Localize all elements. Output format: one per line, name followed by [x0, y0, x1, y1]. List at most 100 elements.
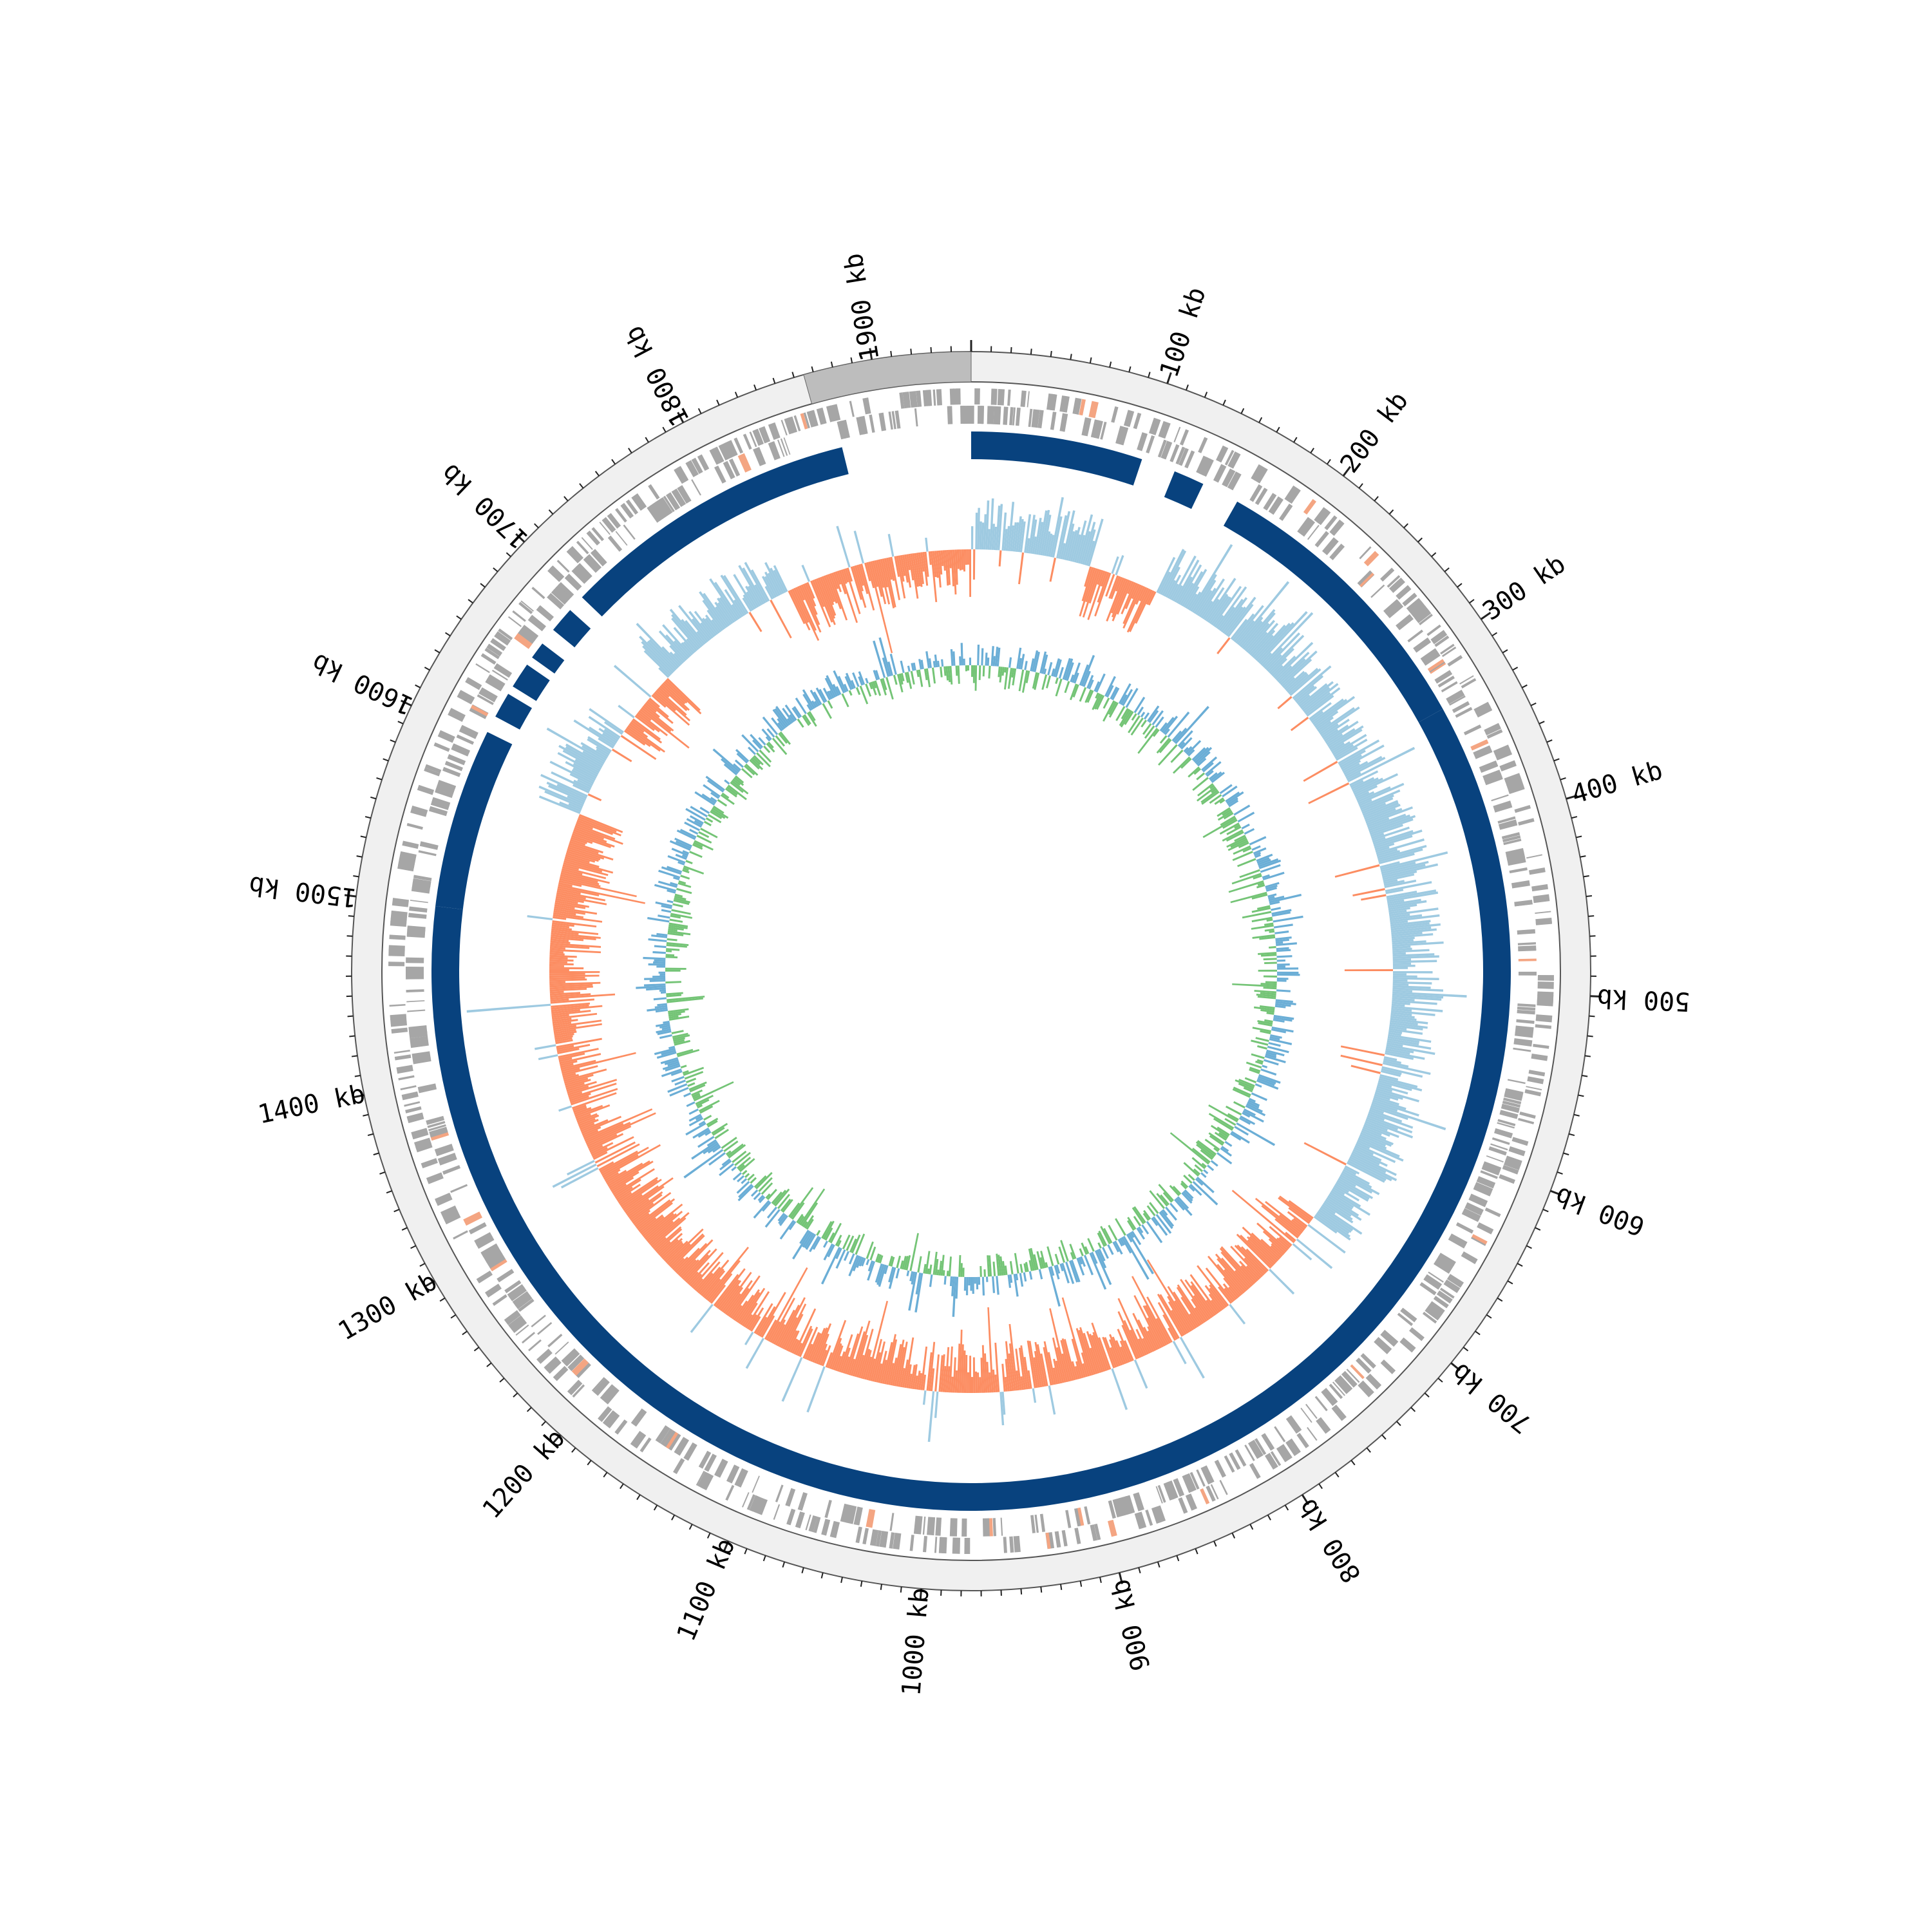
- gc-skew-bar: [569, 1083, 617, 1100]
- minor-tick: [753, 384, 757, 391]
- gc-skew-bar: [1269, 1226, 1293, 1247]
- gc-skew-bar: [466, 1003, 551, 1013]
- gc-skew-bar: [1336, 1179, 1370, 1200]
- gc-content-bar: [688, 1117, 704, 1127]
- gc-skew-bar: [691, 1252, 724, 1289]
- gc-content-bar: [886, 677, 894, 700]
- gc-skew-bar: [1383, 1058, 1402, 1065]
- gene-feature: [1027, 391, 1030, 408]
- gc-content-bar: [1015, 1273, 1019, 1281]
- tick-label: 100 kb: [1154, 283, 1211, 381]
- gene-feature: [620, 502, 634, 519]
- gc-skew-bar: [894, 1340, 905, 1387]
- gc-content-bar: [1258, 1022, 1273, 1027]
- gc-content-bar: [685, 1077, 697, 1084]
- gc-content-bar: [974, 1276, 976, 1284]
- gene-feature: [1158, 421, 1171, 439]
- gene-feature: [691, 479, 701, 496]
- gc-skew-bar: [1376, 838, 1425, 855]
- gc-content-bar: [775, 735, 786, 747]
- gc-skew-bar: [1278, 1197, 1312, 1223]
- gc-content-bar: [895, 1268, 900, 1279]
- gc-skew-bar: [876, 560, 885, 588]
- gene-feature: [1476, 1176, 1496, 1189]
- gene-feature: [1435, 1255, 1455, 1271]
- gc-content-bar: [1276, 989, 1291, 992]
- gc-content-bar: [660, 1057, 679, 1065]
- gc-skew-bar: [673, 652, 684, 664]
- gene-feature: [466, 677, 482, 688]
- gc-content-bar: [685, 860, 693, 865]
- gc-content-bar: [1172, 1186, 1182, 1195]
- gc-skew-bar: [572, 1092, 617, 1110]
- gc-skew-bar: [890, 556, 901, 600]
- gc-skew-bar: [874, 560, 887, 605]
- gc-skew-bar: [538, 1054, 558, 1061]
- minor-tick: [662, 426, 667, 433]
- gc-content-bar: [1097, 1242, 1102, 1249]
- gc-skew-bar: [1172, 585, 1183, 602]
- gc-skew-bar: [1367, 817, 1390, 828]
- gene-feature: [447, 754, 466, 766]
- gc-skew-bar: [720, 574, 747, 615]
- tick-label: 1300 kb: [334, 1267, 442, 1347]
- gc-skew-bar: [1080, 531, 1091, 565]
- gc-content-bar: [870, 681, 877, 696]
- gc-content-bar: [875, 1253, 880, 1262]
- gene-feature: [1289, 1438, 1301, 1454]
- gc-content-bar: [1209, 1135, 1224, 1146]
- gene-feature: [520, 600, 534, 612]
- gc-skew-bar: [1193, 1294, 1211, 1320]
- gc-skew-bar: [920, 1346, 928, 1390]
- gene-feature: [793, 415, 801, 431]
- gc-skew-bar: [564, 1077, 589, 1086]
- gene-feature: [1202, 458, 1214, 477]
- gene-feature: [484, 1283, 502, 1298]
- gc-content-bar: [782, 1198, 793, 1213]
- gene-feature: [475, 663, 490, 674]
- gc-skew-bar: [1091, 1322, 1110, 1370]
- gc-content-bar: [996, 1253, 1000, 1276]
- gene-feature: [409, 906, 428, 913]
- major-tick: [869, 348, 873, 360]
- gene-feature: [509, 1316, 523, 1328]
- gc-skew-bar: [1016, 516, 1022, 553]
- gc-skew-bar: [1392, 964, 1416, 967]
- minor-tick: [1444, 567, 1450, 573]
- gene-feature: [1039, 1513, 1046, 1533]
- gc-skew-bar: [1181, 571, 1204, 607]
- gc-skew-bar: [551, 932, 601, 939]
- gene-feature: [1268, 496, 1283, 515]
- gc-content-bar: [955, 1276, 959, 1299]
- gene-feature: [556, 560, 570, 573]
- minor-tick: [354, 1074, 361, 1077]
- gene-feature: [452, 744, 470, 754]
- gene-feature: [821, 1519, 831, 1536]
- gc-skew-bar: [1327, 728, 1356, 747]
- gene-feature: [697, 454, 710, 471]
- gc-skew-bar: [975, 513, 978, 550]
- gc-content-bar: [1265, 884, 1278, 890]
- gene-feature: [1449, 1236, 1466, 1247]
- gc-content-bar: [655, 1009, 668, 1013]
- gene-feature: [704, 1454, 717, 1472]
- gc-content-bar: [1160, 1210, 1175, 1227]
- minor-tick: [782, 1561, 786, 1568]
- gene-feature: [840, 419, 850, 439]
- gc-content-bar: [1245, 1061, 1262, 1069]
- gene-feature: [391, 1027, 408, 1034]
- minor-tick: [1578, 1094, 1584, 1097]
- gc-skew-bar: [745, 1338, 764, 1369]
- gc-skew-bar: [1049, 1308, 1068, 1383]
- gc-content-bar: [763, 745, 771, 753]
- gc-content-bar: [949, 1276, 952, 1287]
- gc-skew-bar: [1047, 1352, 1057, 1385]
- gc-content-bar: [1271, 1028, 1287, 1034]
- gc-content-bar: [668, 924, 688, 929]
- gc-content-bar: [683, 867, 689, 871]
- gc-content-bar: [1256, 1079, 1279, 1090]
- gc-skew-bar: [1242, 1226, 1279, 1262]
- gc-skew-bar: [1034, 1350, 1043, 1388]
- gene-feature: [953, 388, 958, 405]
- gene-feature: [1490, 1143, 1508, 1151]
